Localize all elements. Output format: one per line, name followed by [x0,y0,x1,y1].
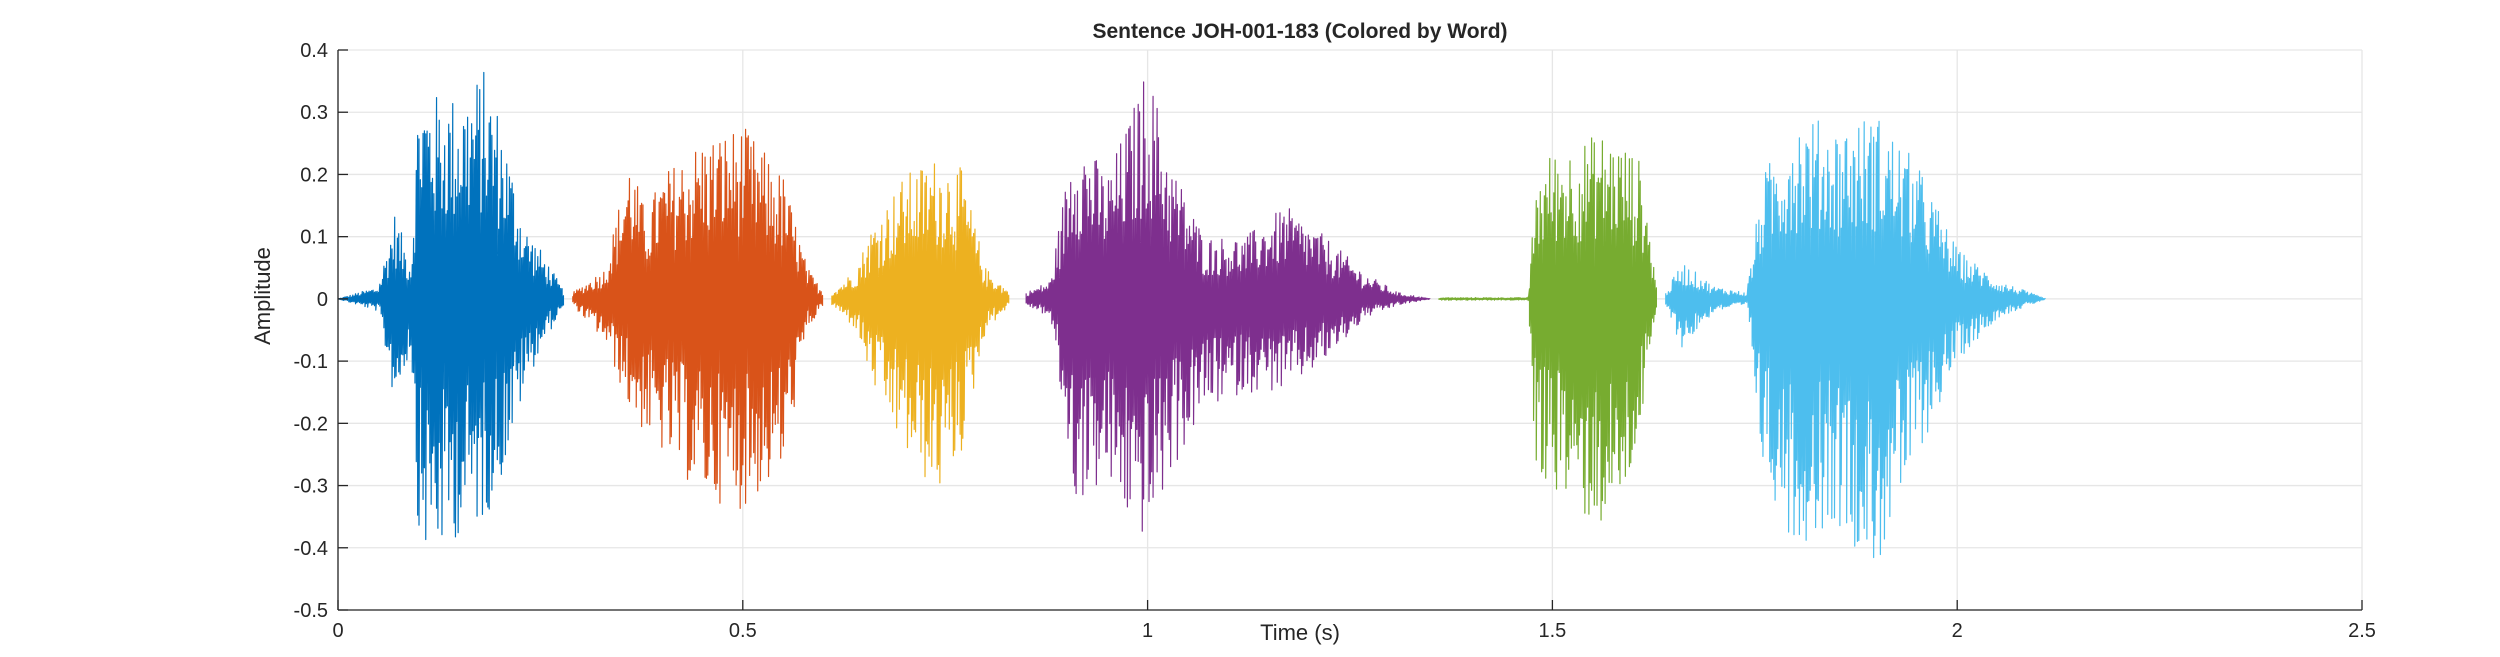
y-tick-label: -0.3 [294,476,328,498]
x-tick-label: 1 [1142,620,1153,642]
axes [337,49,2363,611]
y-tick-label: 0 [317,289,328,311]
y-tick-label: -0.5 [294,600,328,622]
tick-labels: 0 0.5 1 1.5 2 2.5 0.4 0.3 0.2 0.1 0 -0.1 -0.2 -0.3 -0.… [294,40,2376,642]
x-tick-label: 0.5 [729,620,757,642]
x-tick-label: 2 [1952,620,1963,642]
y-tick-label: -0.2 [294,413,328,435]
y-tick-label: 0.4 [300,40,328,62]
y-tick-label: 0.3 [300,102,328,124]
x-axis-label: Time (s) [1260,620,1340,645]
y-tick-label: -0.4 [294,538,328,560]
chart-title: Sentence JOH-001-183 (Colored by Word) [1092,20,1507,43]
x-tick-label: 2.5 [2348,620,2376,642]
waveform-word-6 [1665,120,2046,559]
y-tick-label: 0.2 [300,164,328,186]
waveform-word-1 [337,71,565,541]
y-tick-label: 0.1 [300,227,328,249]
waveform-word-5 [1438,137,1658,521]
waveform-word-4 [1025,81,1431,532]
waveform-series [337,71,2046,559]
x-tick-label: 1.5 [1538,620,1566,642]
waveform-word-3 [831,163,1010,484]
y-axis-label: Amplitude [250,247,275,345]
y-tick-label: -0.1 [294,351,328,373]
x-tick-label: 0 [332,620,343,642]
waveform-word-2 [572,128,824,509]
